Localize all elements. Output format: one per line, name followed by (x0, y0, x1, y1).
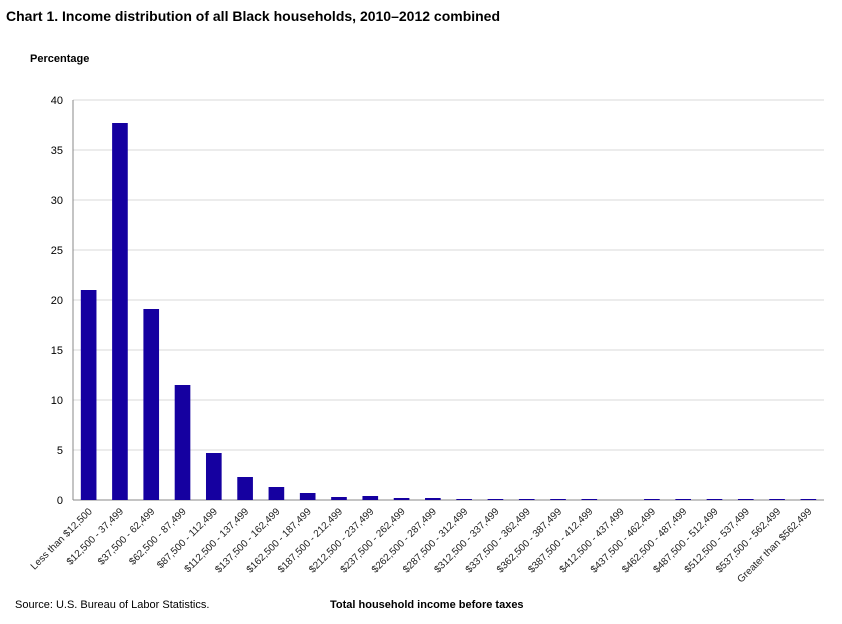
x-tick-label: $62,500 - 87,499 (127, 506, 189, 568)
x-tick-label: $12,500 - 37,499 (65, 506, 127, 568)
bar (581, 499, 598, 500)
bar (518, 499, 535, 500)
bar (299, 493, 316, 500)
bar (331, 497, 347, 500)
bar (143, 309, 160, 500)
bar (456, 499, 472, 500)
bar (205, 453, 222, 500)
bar (800, 499, 817, 500)
bar (112, 123, 128, 500)
bar (706, 499, 723, 500)
y-tick-label: 35 (51, 145, 63, 157)
bar (737, 499, 754, 500)
y-tick-label: 5 (57, 445, 63, 457)
y-axis-label: Percentage (30, 53, 90, 65)
y-tick-label: 0 (57, 495, 63, 507)
bar (237, 477, 253, 500)
y-tick-label: 25 (51, 245, 63, 257)
y-tick-label: 30 (51, 195, 63, 207)
x-axis-label: Total household income before taxes (330, 599, 524, 611)
y-tick-label: 20 (51, 295, 63, 307)
bar (80, 290, 97, 500)
bar (425, 498, 441, 500)
bar (550, 499, 566, 500)
y-tick-label: 40 (51, 95, 63, 107)
bar (769, 499, 785, 500)
source-note: Source: U.S. Bureau of Labor Statistics. (15, 599, 210, 611)
chart-title: Chart 1. Income distribution of all Blac… (6, 8, 501, 24)
x-tick-label: $37,500 - 62,499 (96, 506, 158, 568)
bar (268, 487, 285, 500)
bar (487, 499, 504, 500)
y-tick-label: 10 (51, 395, 63, 407)
bar (644, 499, 660, 500)
bar (174, 385, 191, 500)
bar (675, 499, 692, 500)
bar (393, 498, 410, 500)
y-tick-label: 15 (51, 345, 63, 357)
bar (362, 496, 379, 500)
